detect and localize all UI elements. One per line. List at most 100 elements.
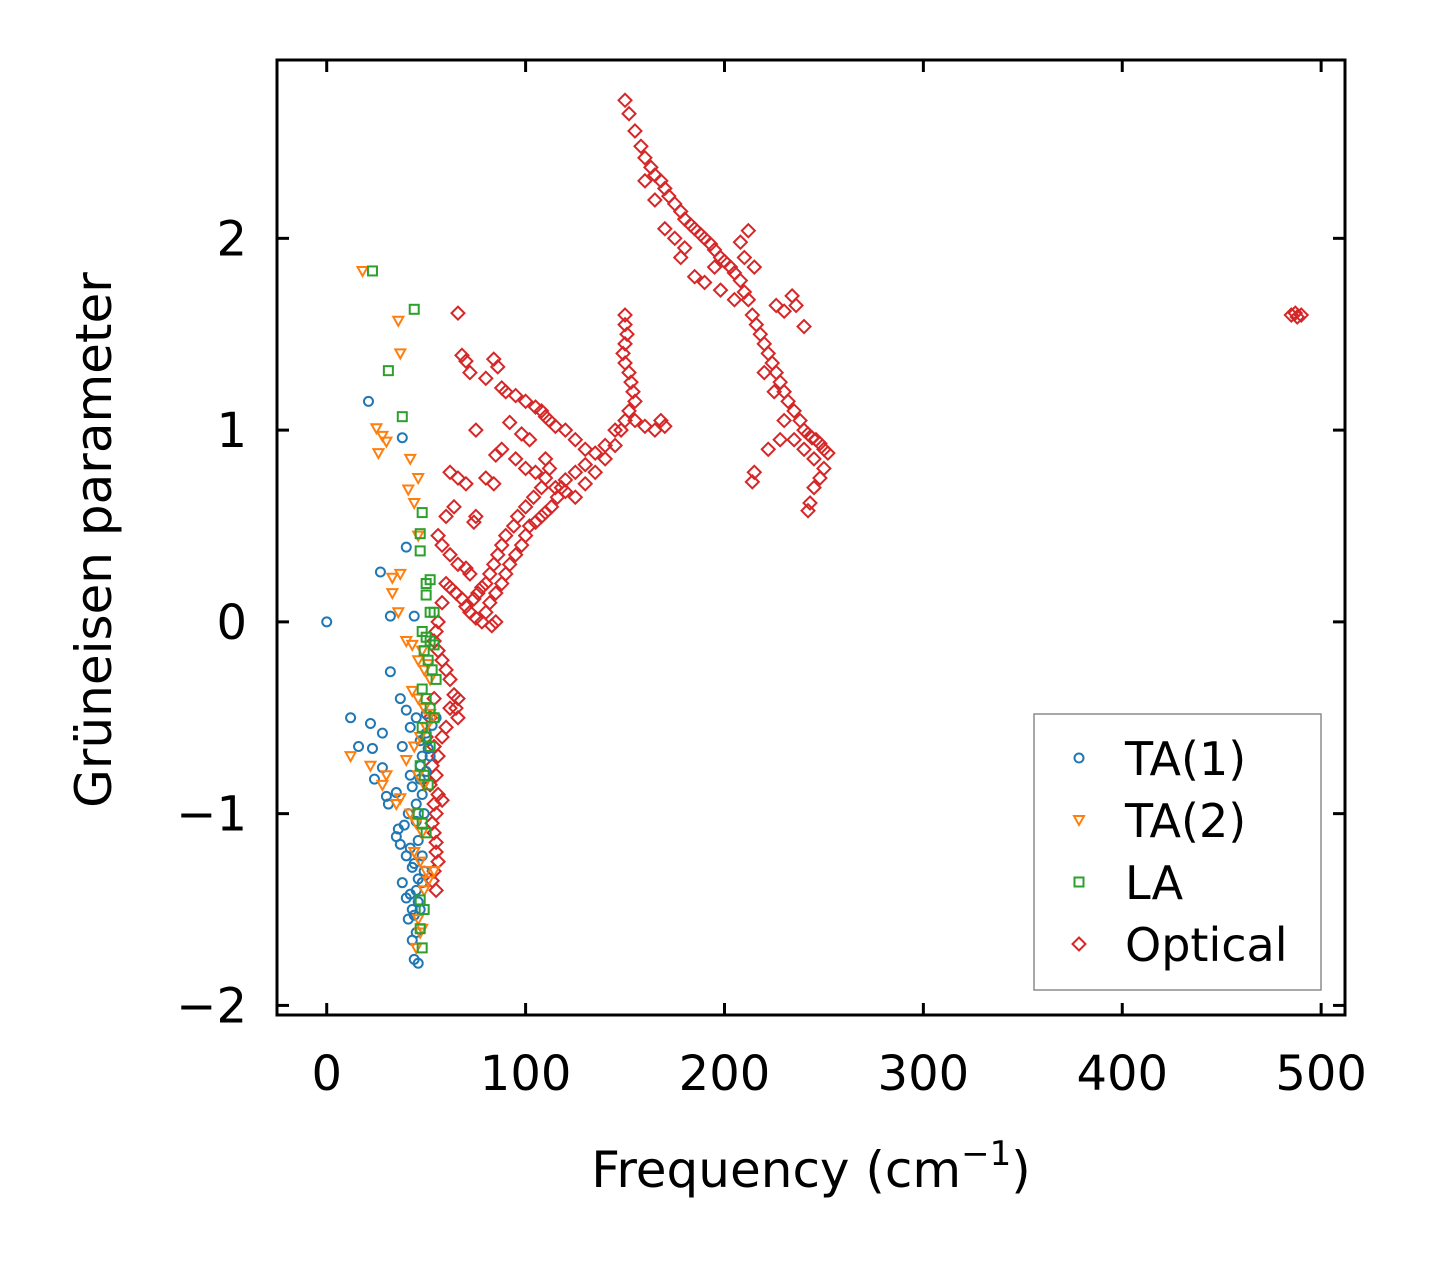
data-point [366,265,378,277]
data-point [424,741,436,753]
data-point [422,742,434,754]
data-point [547,418,564,435]
data-point [806,479,822,496]
data-point [473,613,490,630]
data-point [513,426,530,442]
data-point [804,429,820,446]
data-point [493,441,510,458]
data-point [507,387,524,404]
x-tick-label: 200 [679,1046,771,1102]
data-point [438,575,454,592]
data-point [454,347,470,364]
data-point [607,422,624,439]
data-point [424,872,441,889]
data-point [416,788,428,800]
data-point [398,819,410,831]
data-point [627,393,643,410]
data-point [442,671,458,688]
y-tick-label: 2 [216,211,247,267]
axis-ticks: 0 100 200 300 400 500 −2 −1 0 1 2 [176,60,1367,1102]
data-point [776,303,793,320]
data-point [507,546,524,563]
data-point [442,700,458,717]
data-point [376,727,388,739]
legend-marker [1072,815,1086,828]
data-point [400,892,412,904]
data-point [533,479,550,496]
data-point [462,604,478,621]
data-point [434,729,450,745]
data-point [597,437,614,454]
y-tick-label: −1 [176,787,247,843]
data-point [385,588,400,601]
data-point [407,846,421,860]
data-point [744,473,761,490]
data-point [411,655,425,668]
data-point [321,616,333,628]
data-point [780,393,797,410]
data-point [394,838,406,850]
data-point [702,236,719,253]
data-point [788,297,804,314]
data-point [732,234,749,251]
data-point [409,942,423,955]
data-point [355,265,370,279]
data-point [417,703,431,716]
legend-label: TA(2) [1124,794,1246,848]
data-point [393,568,408,581]
data-point [465,590,482,607]
data-point [696,274,713,291]
data-point [428,834,445,851]
data-point [416,850,428,862]
data-point [786,403,803,419]
data-point [501,414,518,431]
data-point [483,617,500,634]
data-point [819,445,836,462]
data-point [410,798,422,810]
data-point [403,453,417,466]
data-point [467,508,484,525]
y-axis-label: Grüneisen parameter [65,272,123,808]
plot-frame [275,58,1347,1017]
data-point [401,484,415,497]
data-point [796,441,812,458]
data-point [396,877,408,889]
data-point [497,383,514,400]
data-point [458,475,474,492]
data-point [517,498,534,515]
legend-marker [1073,752,1085,764]
data-point [772,431,789,448]
data-point [391,315,406,328]
data-point [812,470,828,486]
data-point [706,259,723,276]
data-point [385,572,400,585]
data-point [427,866,441,879]
data-point [806,450,822,467]
data-point [621,403,637,419]
data-point [411,770,425,783]
data-point [426,796,443,812]
data-point [627,123,643,139]
data-point [567,464,584,481]
legend-label: Optical [1125,918,1287,972]
data-point [740,222,757,239]
data-point [428,844,445,860]
data-point [412,957,424,969]
legend: TA(1) TA(2) LA Optical [1033,713,1322,991]
data-point [740,291,757,308]
data-point [485,475,502,492]
data-point [533,403,550,419]
legend-marker [1073,876,1085,888]
data-point [547,479,564,496]
data-point [418,808,430,820]
data-point [646,192,663,208]
x-axis-label: Frequency (cm−1) [591,1134,1031,1199]
data-point [652,412,669,429]
data-point [712,282,729,299]
data-point [343,751,358,764]
data-point [428,639,440,651]
x-tick-label: 100 [480,1046,572,1102]
data-point [422,776,439,793]
y-tick-label: −2 [176,978,247,1034]
